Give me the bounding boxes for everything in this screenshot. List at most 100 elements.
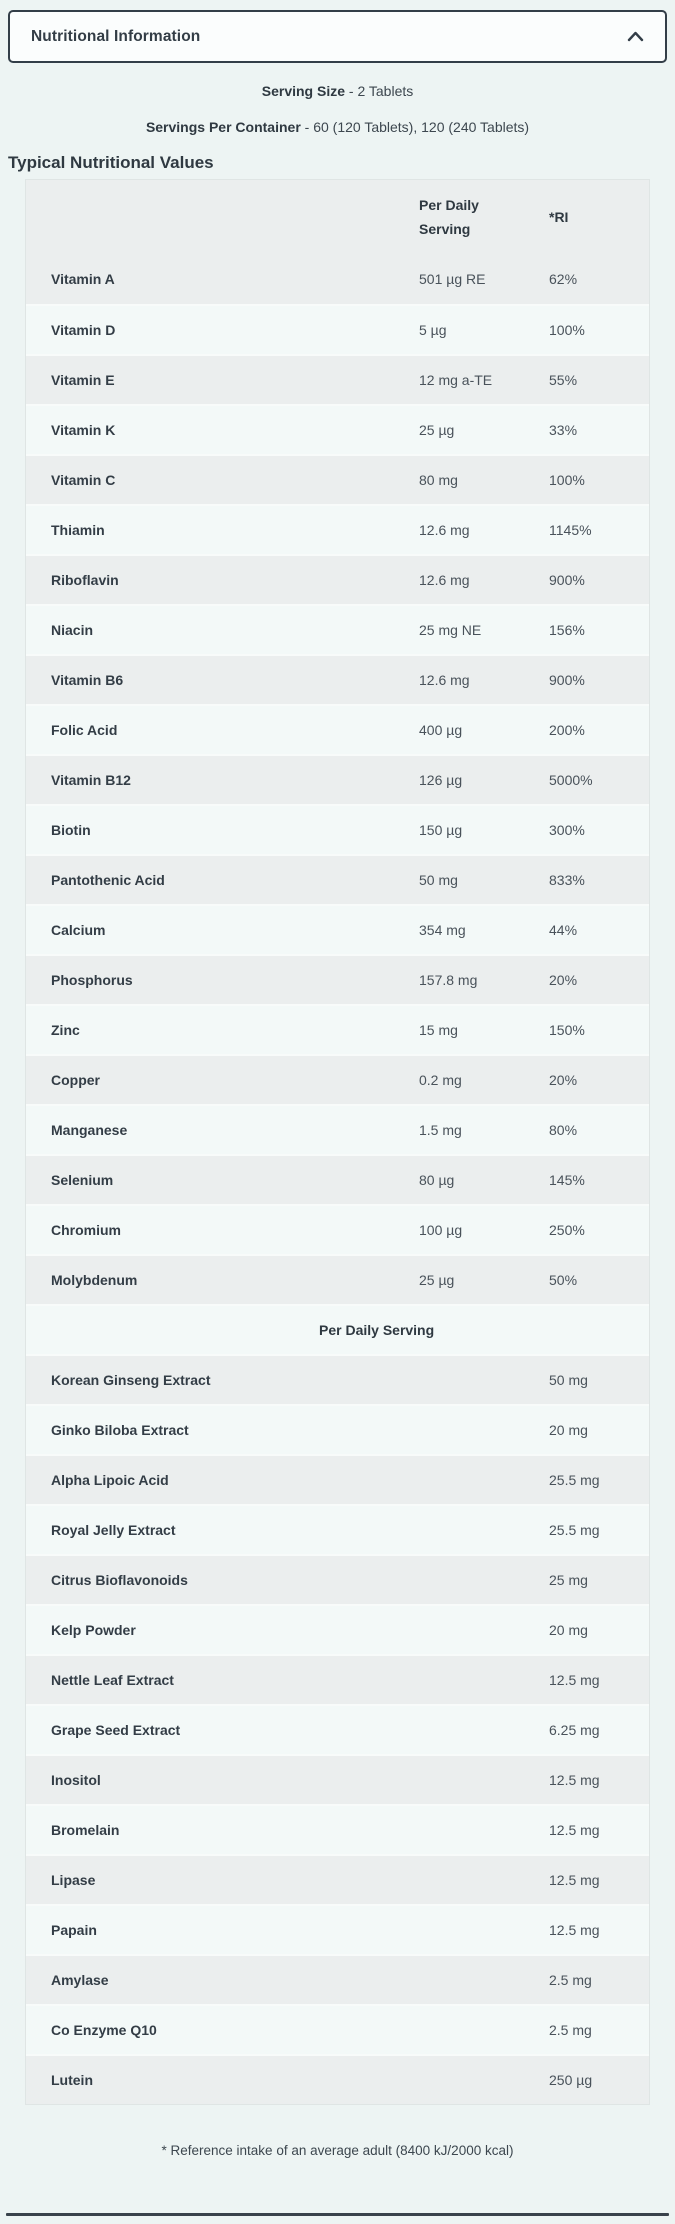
row-amount: 400 µg [419,722,463,738]
row-ri: 250% [549,1222,585,1238]
table-row: Manganese 1.5 mg 80% [26,1104,649,1154]
row-ri: 55% [549,372,578,388]
table-row: Nettle Leaf Extract 12.5 mg [26,1654,649,1704]
row-amount: 150 µg [419,822,463,838]
row-ri: 20 mg [549,1422,588,1438]
table-row: Pantothenic Acid 50 mg 833% [26,854,649,904]
row-amount: 12.6 mg [419,572,470,588]
table-row: Inositol 12.5 mg [26,1754,649,1804]
row-ri: 33% [549,422,578,438]
row-name: Citrus Bioflavonoids [51,1572,188,1588]
row-ri: 44% [549,922,578,938]
chevron-up-icon [627,31,644,42]
row-amount: 12.6 mg [419,672,470,688]
row-amount: 12 mg a-TE [419,372,493,388]
serving-size-line: Serving Size - 2 Tablets [0,81,675,101]
table-row: Vitamin A 501 µg RE 62% [26,254,649,304]
row-ri: 25 mg [549,1572,588,1588]
row-name: Vitamin A [51,271,115,287]
row-name: Folic Acid [51,722,118,738]
table-row: Vitamin B6 12.6 mg 900% [26,654,649,704]
row-name: Bromelain [51,1822,120,1838]
row-name: Co Enzyme Q10 [51,2022,157,2038]
table-row: Ginko Biloba Extract 20 mg [26,1404,649,1454]
row-name: Zinc [51,1022,80,1038]
servings-per-container-line: Servings Per Container - 60 (120 Tablets… [0,117,675,137]
row-amount: 100 µg [419,1222,463,1238]
row-ri: 900% [549,572,585,588]
row-amount: 50 mg [419,872,458,888]
row-ri: 80% [549,1122,578,1138]
row-name: Lipase [51,1872,96,1888]
table-row: Calcium 354 mg 44% [26,904,649,954]
next-section-divider [6,2213,669,2216]
row-name: Riboflavin [51,572,119,588]
row-name: Nettle Leaf Extract [51,1672,174,1688]
serving-size-value: - 2 Tablets [348,83,414,99]
table-row: Folic Acid 400 µg 200% [26,704,649,754]
table-row: Zinc 15 mg 150% [26,1004,649,1054]
row-name: Calcium [51,922,106,938]
row-name: Selenium [51,1172,114,1188]
table-row: Papain 12.5 mg [26,1904,649,1954]
row-ri: 150% [549,1022,585,1038]
row-name: Chromium [51,1222,121,1238]
table-row: Per Daily Serving [26,1304,649,1354]
table-row: Alpha Lipoic Acid 25.5 mg [26,1454,649,1504]
row-ri: 12.5 mg [549,1822,600,1838]
table-row: Kelp Powder 20 mg [26,1604,649,1654]
row-ri: 1145% [549,522,592,538]
table-row: Biotin 150 µg 300% [26,804,649,854]
servings-per-container-label: Servings Per Container [145,119,301,135]
row-name: Copper [51,1072,100,1088]
table-row: Selenium 80 µg 145% [26,1154,649,1204]
row-name: Vitamin B6 [51,672,124,688]
row-ri: 200% [549,722,585,738]
row-ri: 12.5 mg [549,1772,600,1788]
row-ri: 900% [549,672,585,688]
row-ri: 62% [549,271,578,287]
row-ri: 12.5 mg [549,1872,600,1888]
row-name: Ginko Biloba Extract [51,1422,189,1438]
row-ri: 12.5 mg [549,1672,600,1688]
row-ri: 20 mg [549,1622,588,1638]
row-amount: 0.2 mg [419,1072,462,1088]
row-name: Pantothenic Acid [51,872,165,888]
table-row: Citrus Bioflavonoids 25 mg [26,1554,649,1604]
serving-size-label: Serving Size [261,83,346,99]
row-ri: 25.5 mg [549,1472,600,1488]
row-amount: 354 mg [419,922,466,938]
servings-per-container-value: - 60 (120 Tablets), 120 (240 Tablets) [304,119,530,135]
row-name: Alpha Lipoic Acid [51,1472,169,1488]
row-name: Molybdenum [51,1272,138,1288]
row-amount: 80 µg [419,1172,455,1188]
table-row: Vitamin K 25 µg 33% [26,404,649,454]
table-row: Royal Jelly Extract 25.5 mg [26,1504,649,1554]
nutrition-table: Per Daily Serving *RI Vitamin A 501 µg RE… [25,179,650,2105]
row-amount: Per Daily Serving [319,1322,435,1338]
row-ri: 100% [549,472,585,488]
table-row: Niacin 25 mg NE 156% [26,604,649,654]
row-ri: 833% [549,872,585,888]
row-name: Thiamin [51,522,105,538]
row-ri: 250 µg [549,2072,593,2088]
row-ri: 2.5 mg [549,1972,592,1988]
table-row: Lutein 250 µg [26,2054,649,2104]
nutritional-information-accordion-header[interactable]: Nutritional Information [8,10,667,63]
row-name: Phosphorus [51,972,133,988]
row-name: Inositol [51,1772,101,1788]
accordion-title: Nutritional Information [31,27,201,45]
row-amount: 15 mg [419,1022,458,1038]
table-row: Riboflavin 12.6 mg 900% [26,554,649,604]
row-name: Korean Ginseng Extract [51,1372,211,1388]
row-ri: 100% [549,322,585,338]
table-row: Vitamin E 12 mg a-TE 55% [26,354,649,404]
row-ri: 50% [549,1272,578,1288]
row-name: Papain [51,1922,97,1938]
row-ri: 156% [549,622,585,638]
row-name: Vitamin C [51,472,116,488]
row-ri: 300% [549,822,585,838]
row-ri: 145% [549,1172,585,1188]
row-amount: 5 µg [419,322,447,338]
